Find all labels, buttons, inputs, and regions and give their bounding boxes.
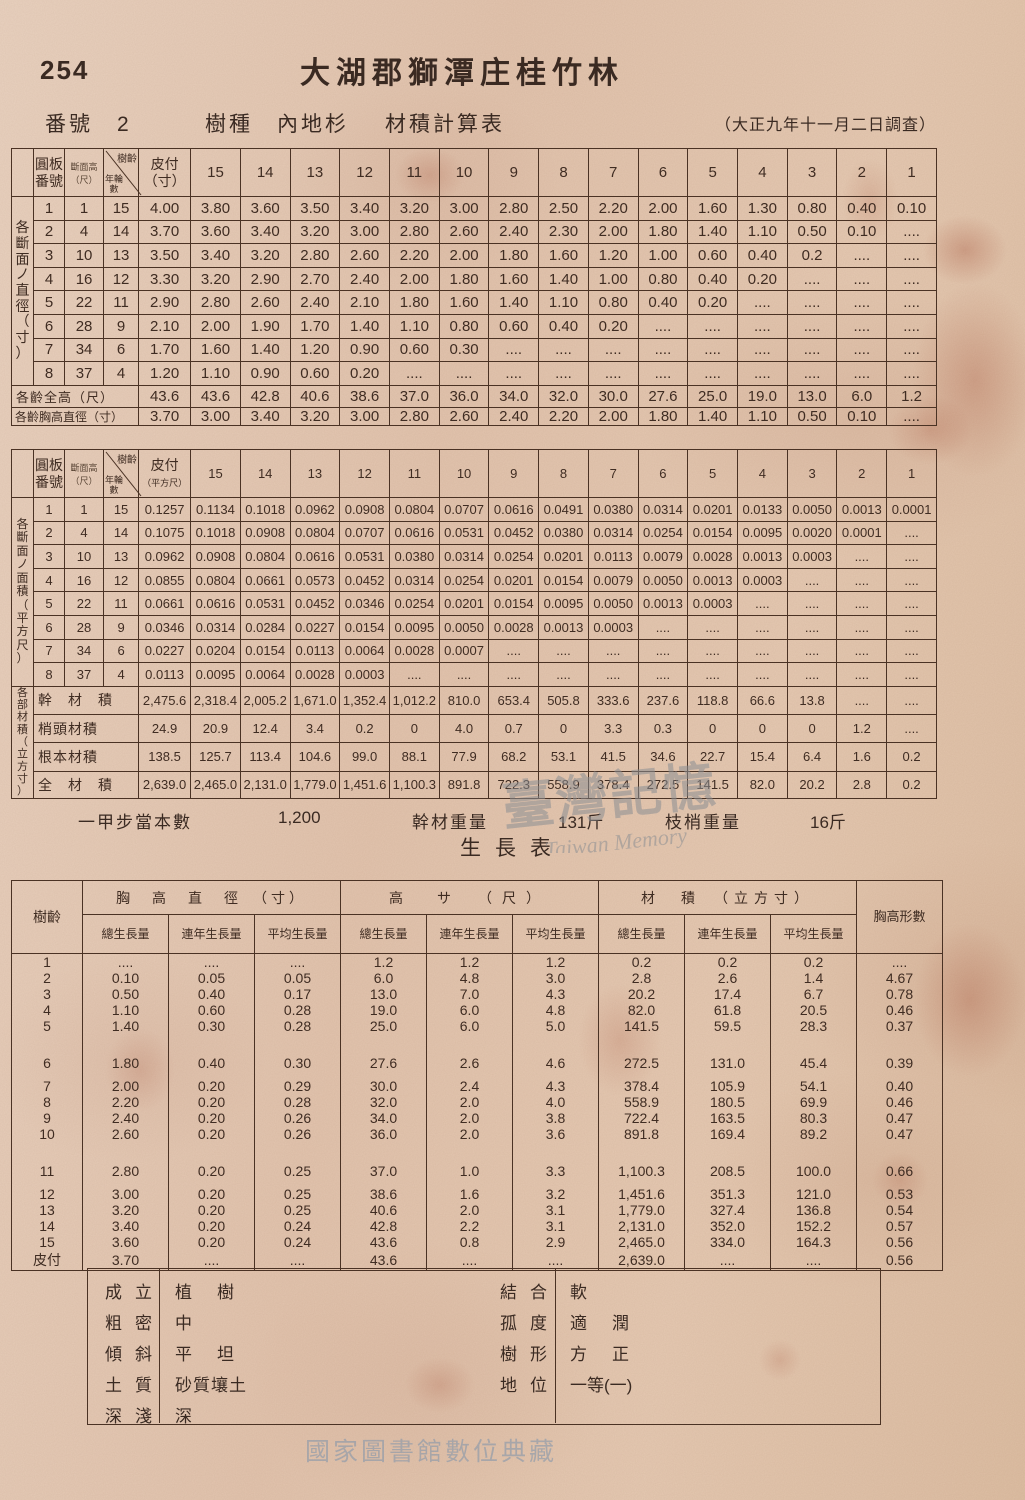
svg-text:國家圖書館數位典藏: 國家圖書館數位典藏 (305, 1438, 557, 1466)
